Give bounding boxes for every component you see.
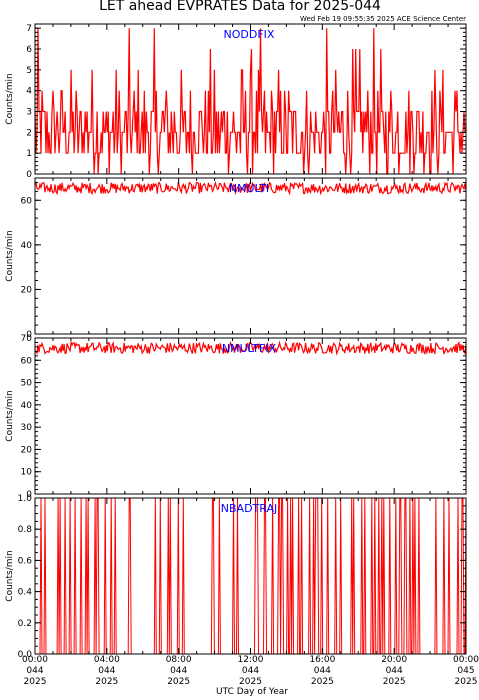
x-tick-label: 2025 <box>167 677 190 687</box>
y-axis-label: Counts/min <box>5 230 15 281</box>
x-tick-label: 2025 <box>383 677 406 687</box>
y-tick-label: 0.8 <box>18 525 33 535</box>
panel-label: NMULTFIX <box>222 342 277 355</box>
x-tick-label: 044 <box>242 666 259 676</box>
x-axis: 00:00044202504:00044202508:00044202512:0… <box>22 655 479 687</box>
y-axis-label: Counts/min <box>5 390 15 441</box>
chart-title: LET ahead EVPRATES Data for 2025-044 <box>99 0 381 14</box>
x-tick-label: 00:00 <box>453 655 479 665</box>
x-tick-label: 2025 <box>239 677 262 687</box>
y-tick-label: 60 <box>21 196 33 206</box>
y-tick-label: 50 <box>21 379 33 389</box>
panel-noddfix: 0 1 2 3 4 5 6 7 Counts/min NODDFIX <box>5 23 467 180</box>
y-tick-label: 0 <box>26 490 32 500</box>
panel-nmultfix: 0 10 20 30 40 50 60 70 Counts/min NMULTFIX <box>5 334 467 500</box>
y-tick-label: 0.4 <box>18 588 33 598</box>
y-tick-label: 0.0 <box>18 650 33 660</box>
panel-nmulti: 0 20 40 60 Counts/min NMULTI <box>5 177 467 340</box>
x-tick-label: 044 <box>386 666 403 676</box>
x-tick-label: 045 <box>457 666 474 676</box>
plot-frame <box>34 177 467 335</box>
x-tick-label: 2025 <box>455 677 478 687</box>
y-tick-label: 0.6 <box>18 556 33 566</box>
series-line <box>35 497 467 655</box>
y-tick-label: 30 <box>21 423 33 433</box>
panel-label: NODDFIX <box>224 28 275 41</box>
y-tick-label: 4 <box>26 87 32 97</box>
x-tick-label: 044 <box>314 666 331 676</box>
panel-label: NMULTI <box>229 182 269 195</box>
x-tick-label: 12:00 <box>238 655 264 665</box>
x-axis-title: UTC Day of Year <box>216 687 288 697</box>
y-tick-label: 60 <box>21 356 33 366</box>
x-tick-label: 044 <box>26 666 43 676</box>
y-tick-label: 6 <box>26 45 32 55</box>
x-tick-label: 2025 <box>24 677 47 687</box>
y-tick-label: 1.0 <box>18 494 33 504</box>
y-tick-label: 3 <box>26 108 32 118</box>
timestamp: Wed Feb 19 09:55:35 2025 ACE Science Cen… <box>300 15 466 23</box>
y-tick-label: 10 <box>21 468 33 478</box>
y-tick-label: 0 <box>26 170 32 180</box>
plot-frame <box>34 337 467 495</box>
y-tick-label: 20 <box>21 445 33 455</box>
x-tick-label: 2025 <box>311 677 334 687</box>
x-tick-label: 04:00 <box>94 655 120 665</box>
panel-nbadtraj: 0.0 0.2 0.4 0.6 0.8 1.0 Counts/min NBADTRAJ <box>5 494 467 660</box>
y-tick-label: 5 <box>26 66 32 76</box>
y-axis-label: Counts/min <box>5 550 15 601</box>
y-tick-label: 0 <box>26 330 32 340</box>
y-tick-label: 40 <box>21 401 33 411</box>
y-tick-label: 0.2 <box>18 619 32 629</box>
y-tick-label: 7 <box>26 24 32 34</box>
series-line <box>34 28 466 175</box>
panels: 0 1 2 3 4 5 6 7 Counts/min NODDFIX 0 20 40 60 Counts/m… <box>5 23 467 660</box>
y-tick-label: 40 <box>21 241 33 251</box>
x-tick-label: 00:00 <box>22 655 48 665</box>
panel-label: NBADTRAJ <box>221 502 277 515</box>
x-tick-label: 08:00 <box>166 655 192 665</box>
y-tick-label: 1 <box>26 149 32 159</box>
series-line <box>34 180 467 196</box>
y-tick-label: 70 <box>21 334 33 344</box>
x-tick-label: 2025 <box>95 677 118 687</box>
x-tick-label: 20:00 <box>381 655 407 665</box>
x-tick-label: 044 <box>170 666 187 676</box>
x-tick-label: 16:00 <box>309 655 335 665</box>
y-axis-label: Counts/min <box>5 73 15 124</box>
x-tick-label: 044 <box>98 666 115 676</box>
y-tick-label: 2 <box>26 128 32 138</box>
y-tick-label: 20 <box>21 285 33 295</box>
